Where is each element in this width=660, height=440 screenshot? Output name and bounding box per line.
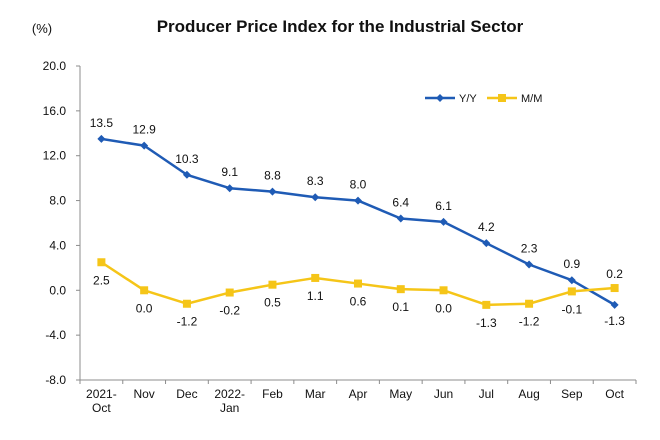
data-label: 6.4 <box>392 196 409 210</box>
data-label: 10.3 <box>175 152 199 166</box>
data-label: 0.1 <box>392 300 409 314</box>
y-tick-label: 4.0 <box>49 238 66 252</box>
x-tick-line: 2021- <box>86 387 117 401</box>
x-tick-line: Oct <box>92 401 111 415</box>
x-tick-line: 2022- <box>214 387 245 401</box>
data-label: -0.1 <box>562 302 583 316</box>
y-tick-label: 16.0 <box>43 104 67 118</box>
x-tick-line: Jul <box>479 387 494 401</box>
x-tick-line: Oct <box>605 387 624 401</box>
x-tick-line: Feb <box>262 387 283 401</box>
data-label: 12.9 <box>132 123 156 137</box>
x-tick-line: Nov <box>133 387 154 401</box>
legend-marker-yy <box>436 94 444 102</box>
legend: Y/Y M/M <box>425 93 542 105</box>
x-tick-line: Jun <box>434 387 453 401</box>
data-point-yy <box>182 170 191 179</box>
data-point-mm <box>182 299 191 308</box>
x-tick-line: Sep <box>561 387 583 401</box>
x-tick-line: Dec <box>176 387 197 401</box>
data-label: 2.3 <box>521 241 538 255</box>
data-label: 2.5 <box>93 273 110 287</box>
x-tick-line: Jan <box>220 401 239 415</box>
x-tick-label: Mar <box>305 387 326 401</box>
x-tick-line: May <box>389 387 412 401</box>
data-label: 13.5 <box>90 116 114 130</box>
data-label: 0.0 <box>136 301 153 315</box>
x-tick-label: 2022-Jan <box>214 387 245 415</box>
legend-label-yy: Y/Y <box>459 93 477 105</box>
x-tick-label: Jul <box>479 387 494 401</box>
data-point-mm <box>567 287 576 296</box>
data-point-yy <box>439 217 448 226</box>
y-tick-label: 20.0 <box>43 59 67 73</box>
x-tick-label: Jun <box>434 387 453 401</box>
x-tick-label: 2021-Oct <box>86 387 117 415</box>
data-point-yy <box>97 134 106 143</box>
data-point-yy <box>354 196 362 205</box>
data-point-mm <box>268 280 277 289</box>
data-point-mm <box>311 273 320 282</box>
x-tick-label: May <box>389 387 412 401</box>
data-point-mm <box>140 286 149 295</box>
y-tick-label: 12.0 <box>43 149 67 163</box>
y-tick-label: 0.0 <box>49 283 66 297</box>
data-label: 6.1 <box>435 199 452 213</box>
data-label: -1.2 <box>177 315 198 329</box>
y-tick-label: -8.0 <box>45 373 66 387</box>
y-axis-unit: (%) <box>32 21 52 36</box>
data-label: 0.5 <box>264 296 281 310</box>
legend-label-mm: M/M <box>521 93 542 105</box>
data-point-mm <box>354 279 362 288</box>
legend-marker-mm <box>498 94 506 102</box>
x-tick-label: Sep <box>561 387 583 401</box>
data-point-yy <box>482 239 491 248</box>
x-tick-label: Dec <box>176 387 197 401</box>
x-tick-label: Aug <box>518 387 539 401</box>
plot-area: 20.016.012.08.04.00.0-4.0-8.02021-OctNov… <box>43 59 637 415</box>
data-label: -1.3 <box>604 314 625 328</box>
data-point-yy <box>140 141 149 150</box>
x-tick-line: Mar <box>305 387 326 401</box>
data-label: 0.6 <box>350 295 367 309</box>
data-label: 1.1 <box>307 289 324 303</box>
data-label: -0.2 <box>219 304 240 318</box>
data-label: 8.0 <box>350 178 367 192</box>
data-label: 9.1 <box>221 165 238 179</box>
data-point-mm <box>525 299 534 308</box>
data-label: -1.2 <box>519 315 540 329</box>
data-point-mm <box>97 258 106 267</box>
data-label: 0.2 <box>606 267 623 281</box>
data-point-yy <box>525 260 534 269</box>
data-label: 0.9 <box>564 257 581 271</box>
data-point-yy <box>567 276 576 285</box>
data-point-yy <box>311 193 320 202</box>
data-point-yy <box>225 184 234 193</box>
y-tick-label: -4.0 <box>45 328 66 342</box>
data-label: 8.3 <box>307 174 324 188</box>
data-point-yy <box>610 300 619 309</box>
x-tick-label: Feb <box>262 387 283 401</box>
x-tick-label: Apr <box>349 387 368 401</box>
x-tick-line: Apr <box>349 387 368 401</box>
data-point-mm <box>439 286 448 295</box>
data-point-yy <box>268 187 277 196</box>
data-label: -1.3 <box>476 316 497 330</box>
data-point-mm <box>482 300 491 309</box>
x-tick-line: Aug <box>518 387 539 401</box>
data-point-mm <box>610 284 619 293</box>
data-point-yy <box>396 214 405 223</box>
data-label: 0.0 <box>435 301 452 315</box>
x-tick-label: Nov <box>133 387 154 401</box>
x-tick-label: Oct <box>605 387 624 401</box>
y-tick-label: 8.0 <box>49 194 66 208</box>
data-label: 4.2 <box>478 220 495 234</box>
data-label: 8.8 <box>264 169 281 183</box>
data-point-mm <box>225 288 234 297</box>
data-point-mm <box>396 285 405 294</box>
chart-title: Producer Price Index for the Industrial … <box>157 17 524 36</box>
